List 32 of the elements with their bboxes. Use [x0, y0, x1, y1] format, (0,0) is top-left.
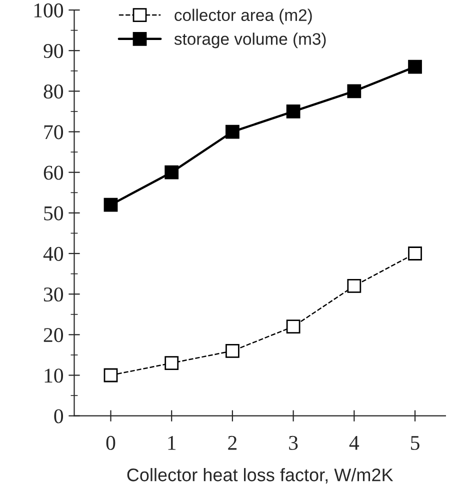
point	[226, 124, 240, 139]
point	[164, 356, 179, 370]
point	[226, 344, 240, 358]
y-tick-label: 40	[43, 246, 64, 261]
x-tick-label: 4	[349, 436, 360, 450]
y-tick-label: 50	[44, 206, 64, 220]
x-tick-label: 3	[289, 436, 298, 450]
y-tick-label: 60	[44, 166, 64, 180]
y-tick-label: 80	[44, 84, 64, 99]
x-tick-label: 2	[228, 436, 237, 450]
point	[408, 246, 422, 260]
legend-label: storage volume (m3)	[174, 32, 326, 48]
point	[347, 279, 362, 293]
x-tick-label: 5	[411, 436, 420, 450]
point	[104, 368, 118, 382]
x-tick-label: 0	[106, 436, 116, 450]
y-tick-label: 30	[44, 287, 64, 302]
x-tick-label: 1	[168, 436, 176, 450]
legend-label: collector area (m2)	[174, 8, 312, 24]
x-axis-title: Collector heat loss factor, W/m2K	[127, 468, 394, 484]
y-tick-label: 70	[44, 125, 64, 140]
point	[347, 84, 362, 98]
point	[104, 198, 118, 212]
y-tick-label: 100	[34, 3, 64, 18]
y-tick-label: 10	[44, 368, 64, 383]
point	[286, 104, 300, 118]
y-tick-label: 90	[44, 44, 64, 58]
point	[408, 60, 422, 74]
point	[286, 320, 300, 334]
point	[164, 165, 179, 180]
y-tick-label: 0	[54, 409, 64, 424]
y-tick-label: 20	[44, 328, 64, 342]
